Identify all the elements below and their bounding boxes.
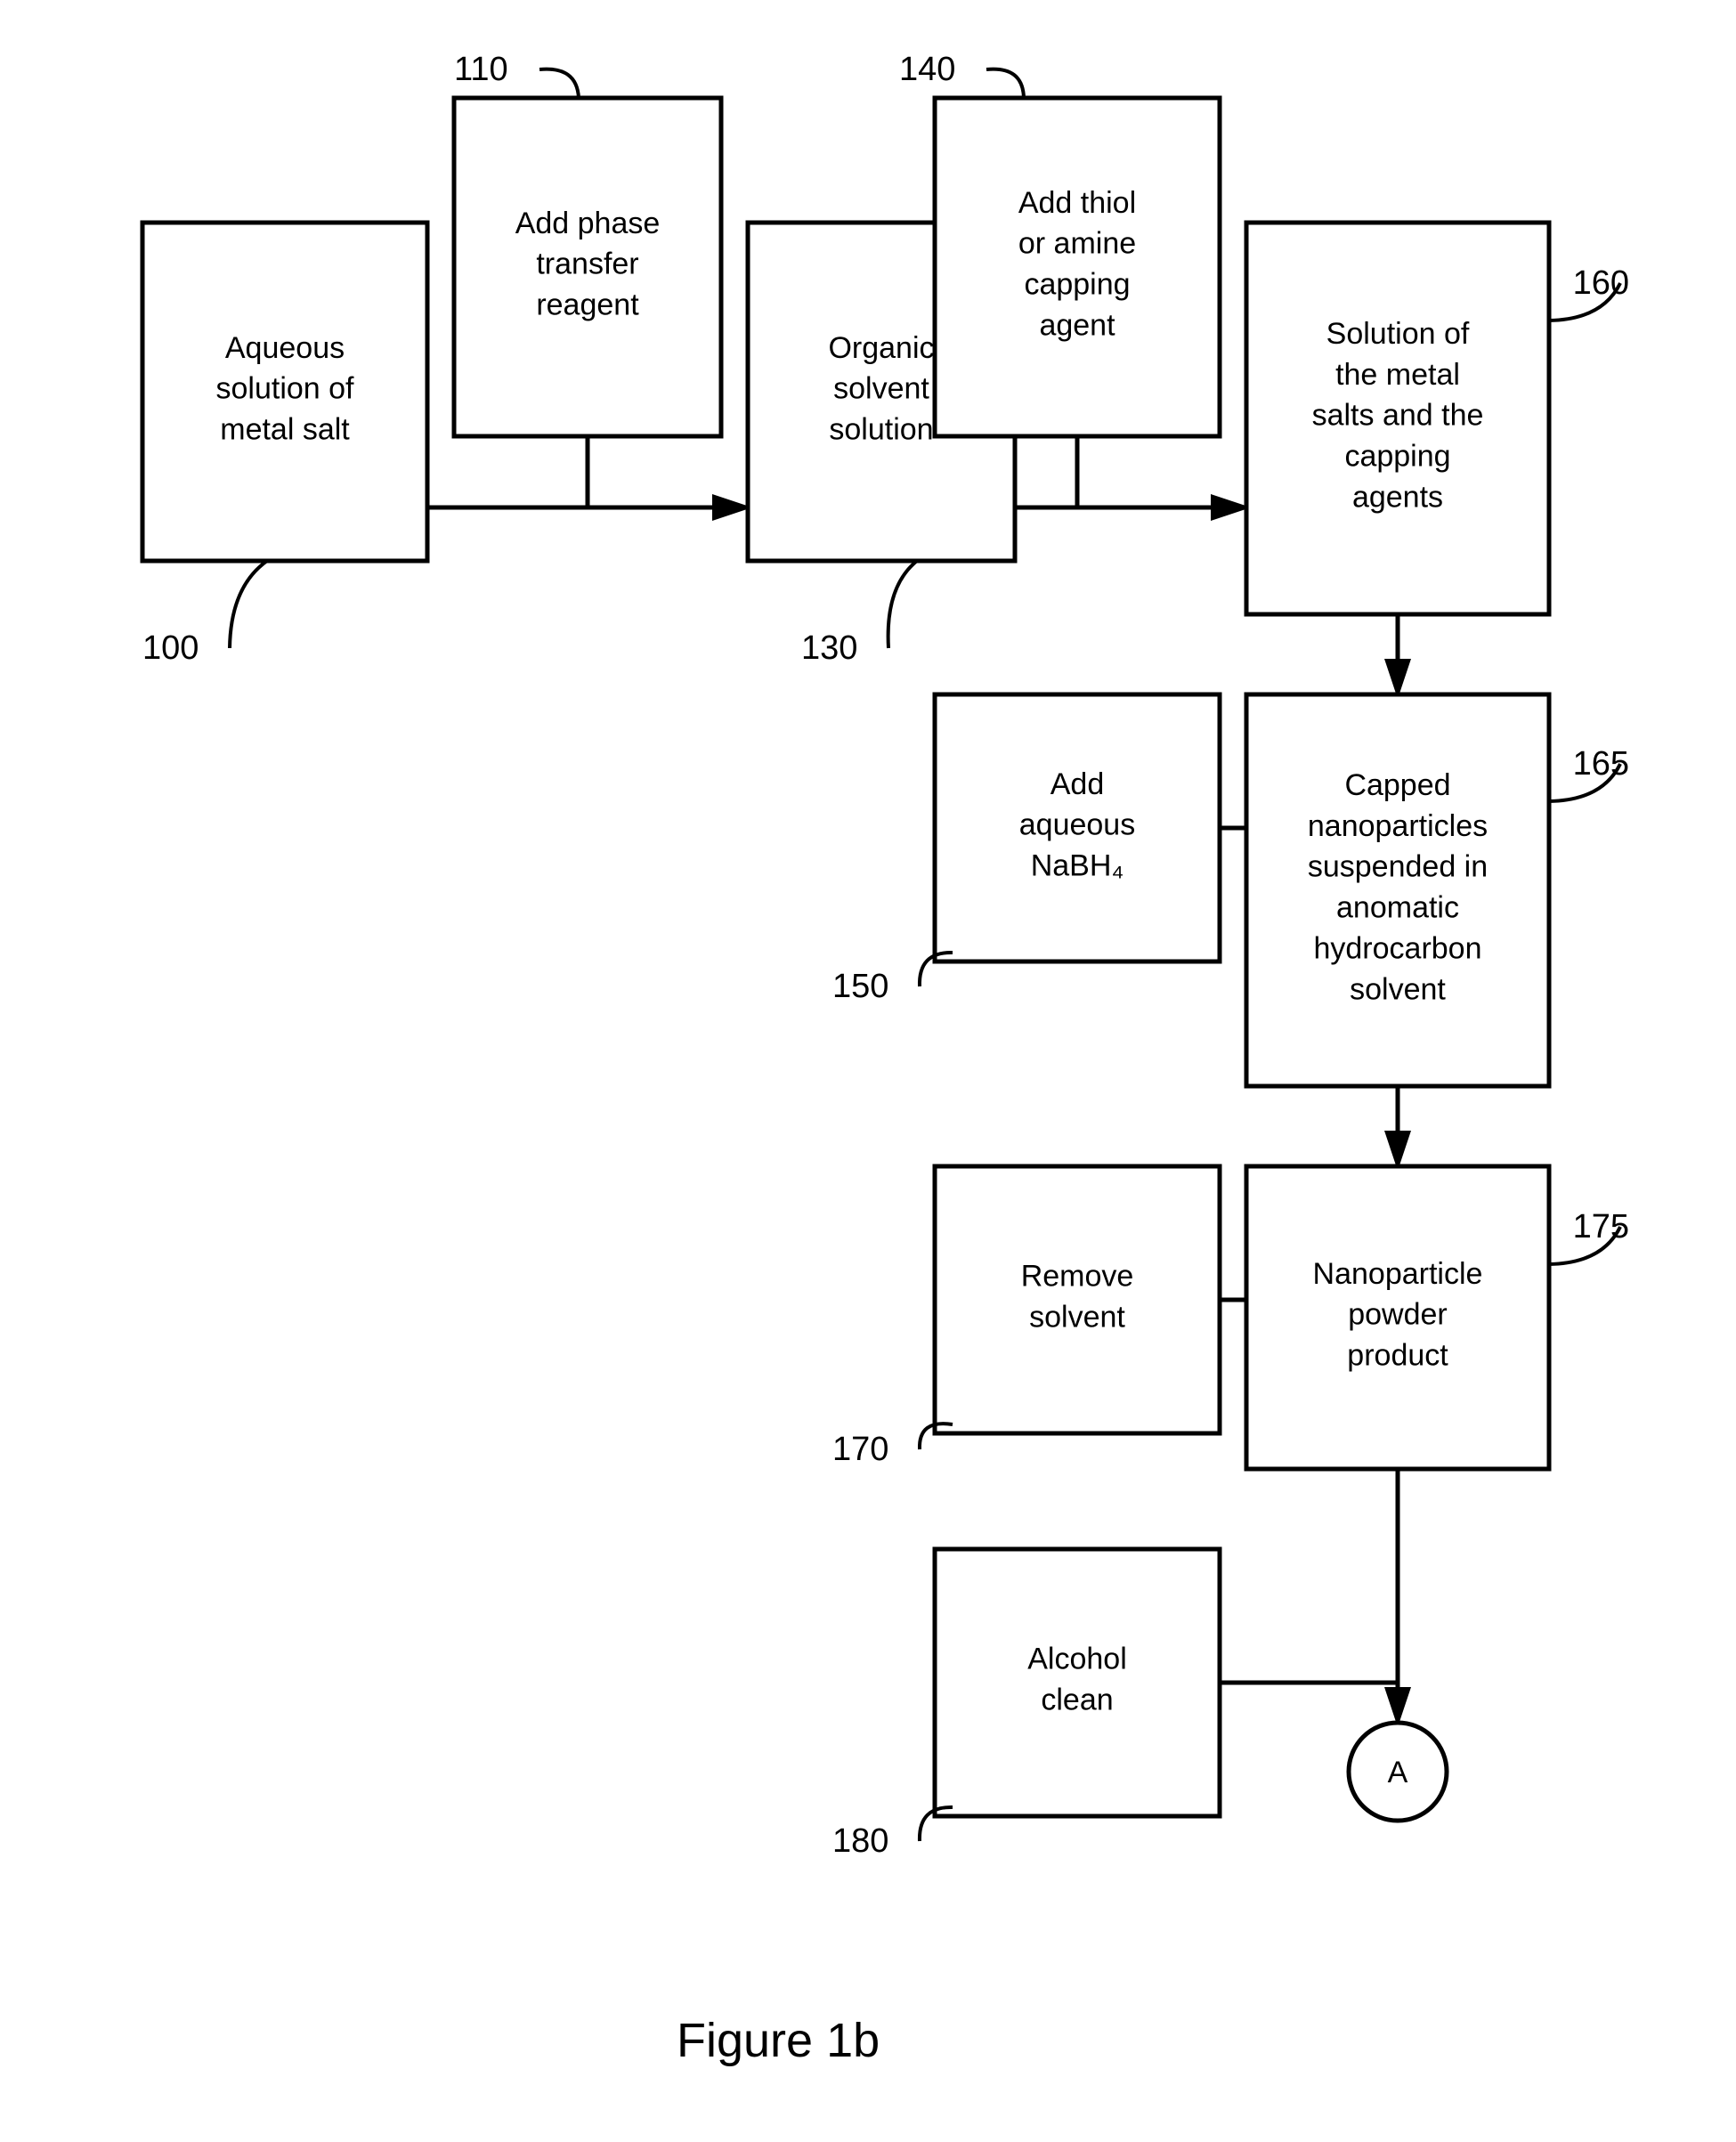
connector-a: A	[1349, 1723, 1447, 1821]
ref-label-170: 170	[832, 1431, 888, 1468]
box-text: Aqueous	[225, 331, 345, 365]
ref-label-150: 150	[832, 968, 888, 1005]
box-text: Solution of	[1326, 317, 1470, 351]
box-b110: Add phase transfer reagent	[454, 98, 721, 436]
ref-label-180: 180	[832, 1822, 888, 1860]
box-text: aqueous	[1019, 808, 1135, 842]
box-text: powder	[1348, 1298, 1448, 1332]
box-text: solvent	[1029, 1301, 1125, 1335]
connector-label: A	[1388, 1756, 1408, 1789]
box-text: Add phase	[515, 207, 661, 240]
box-b175: Nanoparticle powder product	[1246, 1166, 1549, 1469]
box-text: agent	[1039, 309, 1115, 343]
box-text: metal salt	[220, 413, 350, 447]
ref-label-140: 140	[899, 51, 955, 88]
box-b170: Remove solvent	[935, 1166, 1220, 1433]
box-text: or amine	[1018, 227, 1136, 261]
box-b180: Alcohol clean	[935, 1549, 1220, 1816]
box-text: NaBH₄	[1031, 849, 1124, 883]
box-text: solution	[829, 413, 933, 447]
ref-label-110: 110	[454, 51, 508, 88]
box-text: clean	[1041, 1684, 1113, 1717]
box-text: Remove	[1021, 1260, 1134, 1294]
box-text: Add	[1051, 767, 1105, 801]
box-text: capping	[1344, 440, 1450, 474]
box-text: solvent	[1350, 972, 1446, 1006]
ref-label-160: 160	[1573, 264, 1629, 302]
box-text: reagent	[536, 288, 639, 322]
box-text: Nanoparticle	[1313, 1257, 1483, 1291]
box-b160: Solution of the metal salts and the capping…	[1246, 223, 1549, 614]
box-b100: Aqueous solution of metal salt	[142, 223, 427, 561]
box-text: product	[1347, 1339, 1448, 1373]
ref-label-175: 175	[1573, 1208, 1629, 1245]
box-text: transfer	[536, 247, 638, 281]
box-text: nanoparticles	[1308, 809, 1488, 843]
box-text: anomatic	[1336, 891, 1459, 925]
box-text: capping	[1024, 268, 1130, 302]
diagram-root: Aqueous solution of metal salt Add phase tra…	[0, 0, 1736, 2142]
ref-label-165: 165	[1573, 745, 1629, 783]
box-text: hydrocarbon	[1313, 932, 1481, 966]
box-text: suspended in	[1308, 850, 1488, 884]
box-text: Organic	[828, 331, 934, 365]
box-b165: Capped nanoparticles suspended in anomatic h…	[1246, 694, 1549, 1086]
box-text: solution of	[216, 372, 355, 406]
box-text: salts and the	[1312, 399, 1484, 433]
ref-label-130: 130	[801, 629, 857, 667]
ref-label-100: 100	[142, 629, 199, 667]
box-b140: Add thiol or amine capping agent	[935, 98, 1220, 436]
figure-label: Figure 1b	[677, 2014, 880, 2067]
box-b150: Add aqueous NaBH₄	[935, 694, 1220, 961]
box-text: Alcohol	[1027, 1643, 1127, 1676]
box-text: the metal	[1335, 358, 1460, 392]
box-text: solvent	[833, 372, 929, 406]
box-text: Add thiol	[1018, 186, 1136, 220]
box-text: agents	[1352, 480, 1443, 514]
box-text: Capped	[1344, 768, 1450, 802]
